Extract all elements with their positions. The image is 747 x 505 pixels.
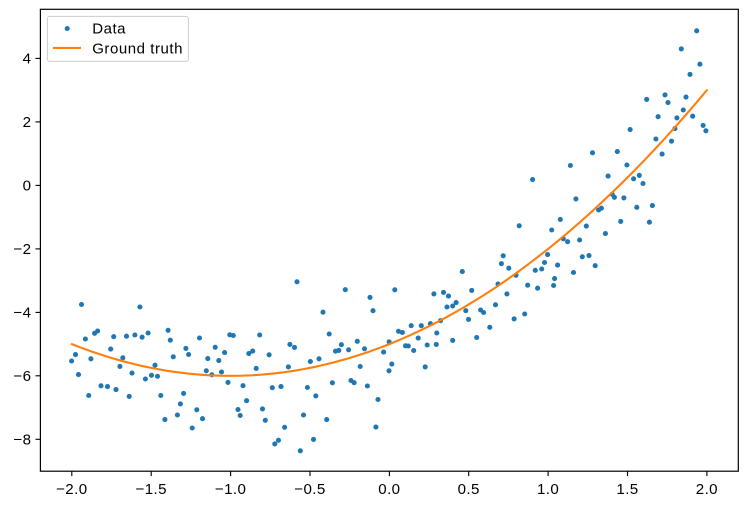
- svg-text:−2.0: −2.0: [56, 481, 87, 498]
- svg-text:−4: −4: [13, 305, 31, 322]
- svg-text:−0.5: −0.5: [294, 481, 325, 498]
- svg-text:1.0: 1.0: [537, 481, 559, 498]
- svg-text:2.0: 2.0: [696, 481, 718, 498]
- svg-text:−6: −6: [13, 368, 31, 385]
- svg-text:−8: −8: [13, 431, 31, 448]
- svg-text:0.0: 0.0: [378, 481, 400, 498]
- svg-text:0.5: 0.5: [458, 481, 480, 498]
- svg-text:Data: Data: [92, 21, 126, 38]
- svg-text:1.5: 1.5: [616, 481, 638, 498]
- svg-text:−1.0: −1.0: [215, 481, 246, 498]
- svg-text:4: 4: [23, 51, 32, 68]
- svg-text:−1.5: −1.5: [135, 481, 166, 498]
- svg-text:0: 0: [23, 178, 32, 195]
- svg-text:Ground truth: Ground truth: [92, 40, 183, 57]
- svg-text:−2: −2: [13, 241, 31, 258]
- svg-text:2: 2: [23, 114, 32, 131]
